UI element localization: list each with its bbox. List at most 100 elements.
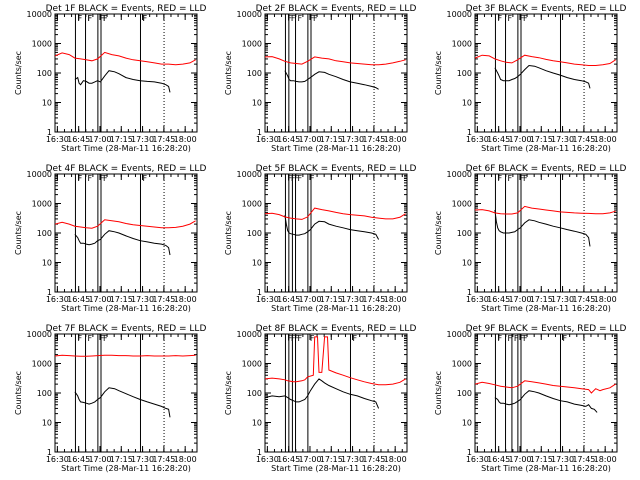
flag-label: F: [294, 334, 299, 343]
plot-frame: [474, 13, 618, 133]
x-tick-label: 18:00: [594, 295, 617, 304]
series-events-line: [265, 378, 380, 409]
series-events-line: [74, 387, 171, 418]
flag-label: F: [514, 334, 519, 343]
flag-label: F: [508, 334, 513, 343]
panel-title: Det 9F BLACK = Events, RED = LLD: [466, 324, 627, 334]
series-lld-line: [265, 336, 406, 386]
x-tick-label: 16:30: [256, 135, 279, 144]
x-tick-label: 17:30: [341, 135, 364, 144]
x-tick-label: 16:45: [277, 135, 300, 144]
x-tick-label: 17:30: [341, 295, 364, 304]
x-tick-label: 17:00: [508, 295, 531, 304]
y-tick-label: 1: [467, 288, 472, 297]
x-tick-label: 17:15: [320, 295, 343, 304]
series-events-line: [74, 230, 171, 256]
x-tick-label: 16:30: [466, 295, 489, 304]
flag-label: F: [523, 174, 528, 183]
flag-label: F: [313, 14, 318, 23]
flag-label: F: [103, 174, 108, 183]
y-tick-label: 1: [467, 448, 472, 457]
flag-label: F: [291, 174, 296, 183]
series-events-line: [494, 64, 591, 89]
x-tick-label: 16:30: [466, 135, 489, 144]
series-events-line: [284, 70, 379, 90]
x-tick-label: 18:00: [384, 455, 407, 464]
x-tick-label: 16:45: [277, 455, 300, 464]
flag-label: F: [77, 174, 82, 183]
series-events-line: [494, 390, 598, 413]
y-tick-label: 1000: [452, 40, 472, 49]
y-tick-label: 10000: [27, 330, 52, 339]
flag-label: F: [520, 334, 525, 343]
y-tick-label: 1000: [452, 360, 472, 369]
flag-label: F: [291, 334, 296, 343]
x-tick-label: 17:00: [508, 135, 531, 144]
x-tick-label: 16:45: [67, 295, 90, 304]
x-tick-label: 18:00: [174, 135, 197, 144]
plot-frame: [54, 173, 198, 293]
x-tick-label: 17:15: [110, 295, 133, 304]
x-tick-label: 16:45: [277, 295, 300, 304]
x-tick-label: 16:45: [487, 135, 510, 144]
y-tick-label: 1: [257, 288, 262, 297]
series-lld-line: [475, 205, 616, 215]
y-tick-label: 100: [37, 389, 52, 398]
x-tick-label: 17:15: [320, 135, 343, 144]
x-tick-label: 17:45: [362, 135, 385, 144]
series-lld-line: [475, 380, 616, 394]
flag-label: F: [520, 174, 525, 183]
x-tick-label: 17:45: [572, 295, 595, 304]
x-tick-label: 18:00: [384, 295, 407, 304]
panel-title: Det 6F BLACK = Events, RED = LLD: [466, 164, 627, 174]
flag-label: F: [77, 14, 82, 23]
flag-label: F: [352, 334, 357, 343]
x-tick-label: 17:45: [362, 455, 385, 464]
plot-frame: [54, 13, 198, 133]
x-tick-label: 18:00: [594, 455, 617, 464]
flag-label: F: [100, 334, 105, 343]
x-axis-label: Start Time (28-Mar-11 16:28:20): [61, 144, 191, 153]
x-tick-label: 16:45: [487, 295, 510, 304]
series-lld-line: [55, 51, 196, 66]
plot-frame: [474, 333, 618, 453]
x-axis-label: Start Time (28-Mar-11 16:28:20): [481, 304, 611, 313]
y-tick-label: 100: [37, 69, 52, 78]
y-tick-label: 1: [257, 128, 262, 137]
flag-label: F: [520, 14, 525, 23]
x-tick-label: 17:00: [508, 455, 531, 464]
y-tick-label: 10: [42, 99, 52, 108]
y-tick-label: 100: [247, 69, 262, 78]
x-tick-label: 17:15: [530, 295, 553, 304]
y-tick-label: 1: [47, 128, 52, 137]
series-lld-line: [265, 207, 406, 220]
y-tick-label: 10000: [27, 10, 52, 19]
flag-label: F: [103, 14, 108, 23]
series-events-line: [494, 209, 591, 247]
x-tick-label: 17:30: [341, 455, 364, 464]
x-tick-label: 16:30: [46, 135, 69, 144]
x-tick-label: 16:30: [256, 295, 279, 304]
panel-title: Det 2F BLACK = Events, RED = LLD: [256, 4, 417, 14]
x-tick-label: 18:00: [384, 135, 407, 144]
x-tick-label: 17:45: [572, 455, 595, 464]
flag-label: F: [77, 174, 82, 183]
x-tick-label: 17:15: [110, 135, 133, 144]
flag-label: F: [142, 174, 147, 183]
flag-label: F: [77, 14, 82, 23]
y-tick-label: 10: [42, 259, 52, 268]
flag-label: F: [287, 174, 292, 183]
y-tick-label: 10: [252, 419, 262, 428]
x-axis-label: Start Time (28-Mar-11 16:28:20): [271, 304, 401, 313]
x-tick-label: 17:15: [110, 455, 133, 464]
series-events-line: [284, 215, 380, 240]
x-axis-label: Start Time (28-Mar-11 16:28:20): [481, 464, 611, 473]
y-tick-label: 100: [457, 229, 472, 238]
y-tick-label: 1000: [32, 360, 52, 369]
y-tick-label: 10000: [237, 10, 262, 19]
y-tick-label: 1000: [32, 40, 52, 49]
